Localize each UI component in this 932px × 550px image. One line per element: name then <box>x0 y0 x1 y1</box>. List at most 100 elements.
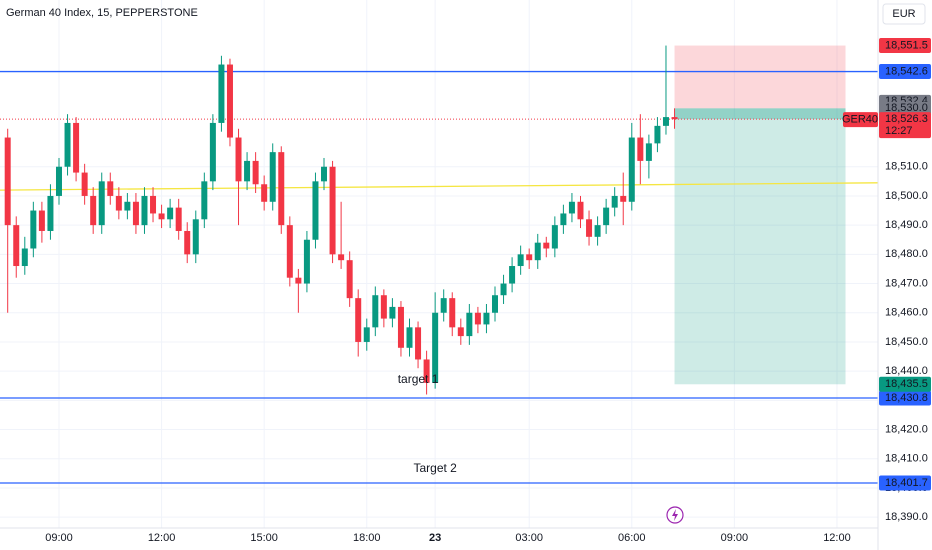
candle-body <box>13 225 20 267</box>
y-tick-label: 18,470.0 <box>885 277 928 289</box>
price-label-bg <box>879 112 931 139</box>
candle-body <box>637 137 644 161</box>
candle-body <box>81 172 88 196</box>
candle-body <box>184 230 191 255</box>
y-tick-label: 18,480.0 <box>885 248 928 260</box>
y-tick-label: 18,460.0 <box>885 307 928 319</box>
candle-body <box>167 207 174 220</box>
x-tick-label: 12:00 <box>823 532 851 544</box>
candle-body <box>218 64 225 123</box>
symbol-label-bg <box>843 112 878 128</box>
candle-body <box>526 254 533 261</box>
price-label: 18,435.5 <box>885 378 928 390</box>
y-tick-label: 18,410.0 <box>885 453 928 465</box>
candle-body <box>346 260 353 299</box>
candle-body <box>483 312 490 325</box>
candle-body <box>329 166 336 255</box>
candle-body <box>432 312 439 383</box>
candle-body <box>278 152 285 226</box>
candle-body <box>415 327 422 360</box>
candle-body <box>132 201 139 226</box>
y-tick-label: 18,420.0 <box>885 423 928 435</box>
x-tick-label: 15:00 <box>250 532 278 544</box>
annotation: target 1 <box>398 372 439 386</box>
candle-body <box>389 306 396 319</box>
candle-body <box>671 117 678 120</box>
symbol-label: GER40 <box>842 114 878 126</box>
candle-body <box>303 239 310 284</box>
y-tick-label: 18,510.0 <box>885 161 928 173</box>
candle-body <box>90 195 97 226</box>
price-label: 18,551.5 <box>885 39 928 51</box>
grid <box>0 0 878 528</box>
countdown: 12:27 <box>885 125 913 137</box>
candle-body <box>209 122 216 182</box>
candle-body <box>115 195 122 211</box>
candle-body <box>534 242 541 261</box>
candle-body <box>594 225 601 237</box>
candle-body <box>21 248 28 267</box>
price-label: 18,542.6 <box>885 65 928 77</box>
candle-body <box>355 298 362 342</box>
price-label-bg <box>879 38 931 54</box>
candle-body <box>372 295 379 328</box>
candle-body <box>474 312 481 325</box>
candle-body <box>423 359 430 383</box>
candle-body <box>158 213 165 220</box>
candle-body <box>30 210 37 249</box>
x-tick-label: 18:00 <box>353 532 381 544</box>
candle-body <box>551 225 558 249</box>
price-label-bg <box>879 475 931 491</box>
candle-body <box>235 137 242 182</box>
candle-body <box>312 181 319 240</box>
y-tick-label: 18,450.0 <box>885 336 928 348</box>
price-label-bg <box>879 390 931 406</box>
candle-body <box>107 181 114 196</box>
candle-body <box>175 207 182 231</box>
candle-body <box>449 298 456 328</box>
chart-title: German 40 Index, 15, PEPPERSTONE <box>6 7 198 19</box>
candle-body <box>286 225 293 278</box>
trendline <box>0 182 879 191</box>
candle-body <box>55 166 62 196</box>
currency[interactable]: EUR <box>892 8 915 20</box>
open-pnl-zone <box>674 108 846 120</box>
candle-body <box>269 152 276 202</box>
candle-body <box>543 242 550 249</box>
currency-button[interactable] <box>882 3 926 25</box>
x-tick-label: 09:00 <box>721 532 749 544</box>
price-label: 18,530.0 <box>885 102 928 114</box>
candle-body <box>64 122 71 167</box>
x-tick-label: 03:00 <box>515 532 543 544</box>
price-label-bg <box>879 64 931 80</box>
candle-body <box>150 195 157 214</box>
x-tick-label: 06:00 <box>618 532 646 544</box>
lightning-icon[interactable] <box>666 506 684 524</box>
candle-body <box>321 166 328 182</box>
annotation: Target 2 <box>413 461 457 475</box>
candle-body <box>4 137 11 226</box>
candle-body <box>457 327 464 337</box>
price-label: 18,430.8 <box>885 392 928 404</box>
candle-body <box>517 254 524 267</box>
candle-body <box>500 283 507 296</box>
candle-body <box>363 327 370 342</box>
candle-body <box>662 117 669 126</box>
candle-body <box>620 195 627 202</box>
candle-body <box>509 266 516 284</box>
candle-body <box>226 64 233 138</box>
candle-body <box>491 295 498 313</box>
price-label-bg <box>879 101 931 115</box>
candle-body <box>397 306 404 348</box>
candle-body <box>141 195 148 226</box>
x-tick-label: 23 <box>429 532 441 544</box>
candle-body <box>73 122 80 173</box>
candle-body <box>124 201 131 211</box>
stop-zone <box>674 45 846 109</box>
candle-body <box>261 184 268 202</box>
candle-body <box>560 213 567 226</box>
candle-body <box>577 201 584 220</box>
price-label: 18,526.3 <box>885 113 928 125</box>
candle-body <box>47 195 54 231</box>
